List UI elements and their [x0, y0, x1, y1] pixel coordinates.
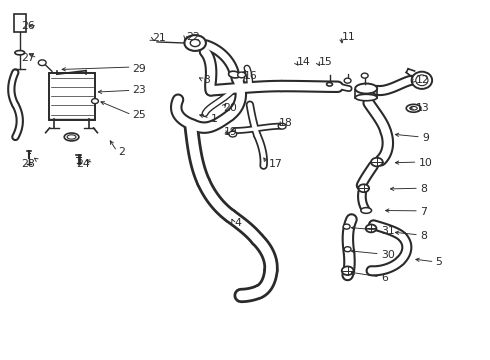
Circle shape: [278, 123, 286, 129]
Ellipse shape: [416, 75, 428, 86]
Circle shape: [371, 158, 383, 166]
Text: 27: 27: [21, 53, 35, 63]
Text: 21: 21: [152, 33, 166, 43]
Ellipse shape: [15, 50, 24, 55]
Circle shape: [366, 225, 376, 232]
Ellipse shape: [228, 71, 240, 78]
Ellipse shape: [327, 82, 332, 86]
Circle shape: [361, 73, 368, 78]
Text: 6: 6: [381, 273, 388, 283]
FancyBboxPatch shape: [14, 14, 25, 32]
Circle shape: [343, 224, 350, 229]
Text: 29: 29: [133, 64, 147, 74]
Text: 26: 26: [21, 21, 35, 31]
Circle shape: [342, 266, 353, 275]
Text: 19: 19: [223, 127, 237, 137]
Text: 10: 10: [418, 158, 432, 168]
Ellipse shape: [361, 208, 371, 213]
Text: 22: 22: [186, 32, 200, 41]
Text: 8: 8: [420, 184, 427, 194]
Text: 24: 24: [76, 159, 90, 169]
FancyBboxPatch shape: [49, 73, 95, 120]
Ellipse shape: [355, 84, 377, 94]
Text: 12: 12: [416, 75, 430, 85]
Text: 15: 15: [318, 57, 332, 67]
Text: 11: 11: [342, 32, 355, 41]
Circle shape: [38, 60, 46, 66]
Text: 1: 1: [211, 114, 218, 124]
Text: 17: 17: [269, 159, 282, 169]
Text: 7: 7: [420, 207, 427, 217]
Text: 31: 31: [381, 226, 394, 236]
Text: 14: 14: [296, 57, 310, 67]
Text: 23: 23: [133, 85, 147, 95]
Text: 8: 8: [420, 231, 427, 240]
Text: 2: 2: [118, 147, 125, 157]
Circle shape: [92, 99, 98, 104]
Text: 28: 28: [21, 159, 35, 169]
Text: 25: 25: [133, 111, 147, 121]
Circle shape: [344, 247, 351, 252]
Text: 5: 5: [436, 257, 442, 267]
Ellipse shape: [410, 107, 417, 110]
Ellipse shape: [412, 72, 432, 89]
Text: 13: 13: [416, 103, 430, 113]
Text: 16: 16: [244, 71, 258, 81]
Circle shape: [358, 184, 369, 192]
Text: 20: 20: [223, 103, 237, 113]
Text: 18: 18: [279, 118, 293, 128]
Ellipse shape: [355, 94, 377, 101]
Circle shape: [238, 72, 245, 78]
Text: 9: 9: [422, 133, 429, 143]
Text: 4: 4: [234, 218, 241, 228]
Circle shape: [229, 131, 237, 137]
Text: 3: 3: [203, 75, 210, 85]
Ellipse shape: [64, 133, 79, 141]
Ellipse shape: [67, 135, 76, 139]
Ellipse shape: [406, 104, 421, 112]
Circle shape: [190, 40, 200, 46]
Text: 30: 30: [381, 249, 395, 260]
Circle shape: [184, 35, 206, 51]
Circle shape: [344, 78, 351, 83]
